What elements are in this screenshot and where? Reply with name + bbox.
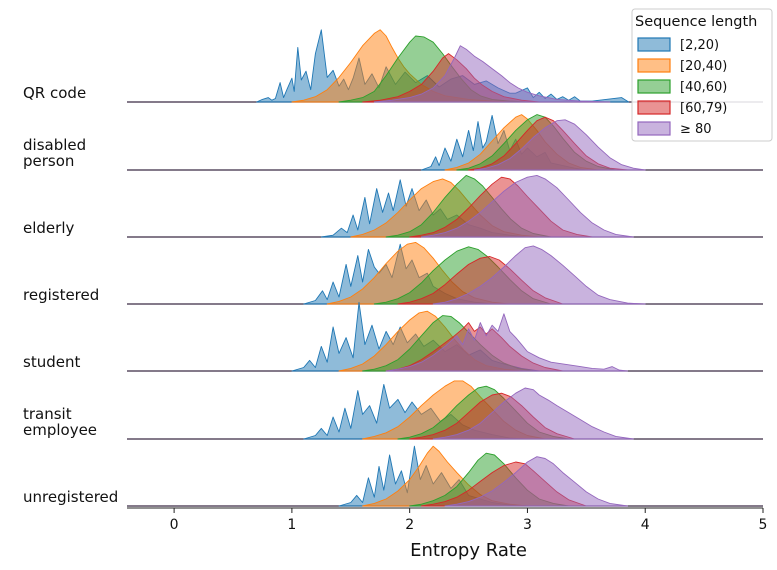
x-tick-label: 1 — [287, 517, 296, 533]
row-label: disabled — [23, 136, 86, 154]
legend-swatch — [637, 121, 671, 136]
legend-swatch — [637, 100, 671, 115]
row-label: elderly — [23, 219, 74, 237]
row-label: QR code — [23, 84, 86, 102]
legend: Sequence length [2,20) [20,40) [40,60) [60,… — [631, 8, 773, 142]
legend-swatch — [637, 79, 671, 94]
legend-label: [40,60) — [680, 80, 727, 95]
density-area — [432, 387, 634, 440]
density-area — [473, 119, 646, 171]
row-label: employee — [23, 421, 97, 439]
density-area — [373, 45, 611, 103]
legend-title: Sequence length — [635, 14, 757, 30]
ridge-row: QR code — [23, 29, 763, 103]
legend-swatch — [637, 37, 671, 52]
row-label: registered — [23, 286, 99, 304]
density-area — [385, 313, 629, 372]
density-area — [432, 245, 646, 305]
ridge-row: registered — [23, 241, 763, 305]
x-axis: 0 1 2 3 4 5 — [127, 507, 768, 533]
x-tick-label: 0 — [170, 517, 179, 533]
x-tick-label: 5 — [759, 517, 768, 533]
legend-label: [2,20) — [680, 38, 719, 53]
legend-swatch — [637, 58, 671, 73]
row-label: person — [23, 152, 74, 170]
legend-label: [20,40) — [680, 59, 727, 74]
ridge-row: student — [23, 301, 763, 372]
x-axis-title: Entropy Rate — [410, 540, 527, 561]
legend-label: ≥ 80 — [680, 122, 712, 137]
x-tick-label: 4 — [641, 517, 650, 533]
x-tick-label: 3 — [523, 517, 532, 533]
ridge-row: unregistered — [23, 445, 763, 507]
ridge-row: elderly — [23, 174, 763, 238]
row-label: student — [23, 353, 80, 371]
row-label: unregistered — [23, 488, 118, 506]
density-area — [420, 174, 634, 238]
legend-entries: [2,20) [20,40) [40,60) [60,79) ≥ 80 — [637, 37, 727, 137]
x-tick-label: 2 — [405, 517, 414, 533]
density-area — [444, 456, 629, 507]
legend-label: [60,79) — [680, 101, 727, 116]
row-label: transit — [23, 405, 72, 423]
